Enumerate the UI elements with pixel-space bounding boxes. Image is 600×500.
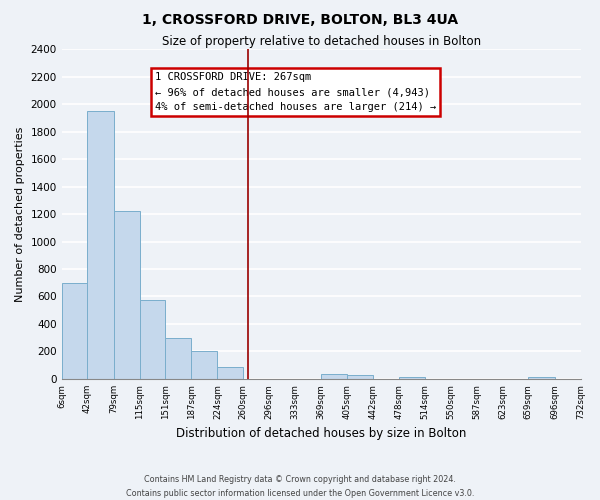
Bar [165,338,191,379]
Bar [88,111,114,379]
Bar [529,377,555,379]
Text: 1, CROSSFORD DRIVE, BOLTON, BL3 4UA: 1, CROSSFORD DRIVE, BOLTON, BL3 4UA [142,12,458,26]
X-axis label: Distribution of detached houses by size in Bolton: Distribution of detached houses by size … [176,427,466,440]
Bar [191,352,217,379]
Text: Contains HM Land Registry data © Crown copyright and database right 2024.
Contai: Contains HM Land Registry data © Crown c… [126,476,474,498]
Bar [347,375,373,379]
Bar [399,377,425,379]
Bar [114,212,140,379]
Bar [217,368,243,379]
Bar [62,282,88,379]
Bar [321,374,347,379]
Y-axis label: Number of detached properties: Number of detached properties [15,126,25,302]
Bar [140,300,165,379]
Text: 1 CROSSFORD DRIVE: 267sqm
← 96% of detached houses are smaller (4,943)
4% of sem: 1 CROSSFORD DRIVE: 267sqm ← 96% of detac… [155,72,436,112]
Title: Size of property relative to detached houses in Bolton: Size of property relative to detached ho… [161,35,481,48]
